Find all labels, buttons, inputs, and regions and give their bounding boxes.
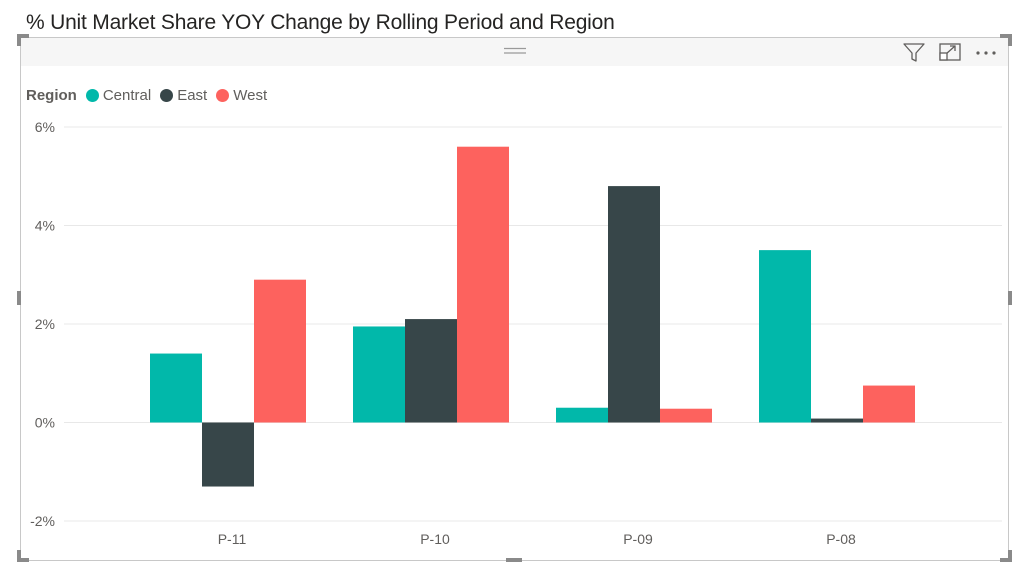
x-tick-label: P-11 <box>218 531 247 547</box>
chart-title: % Unit Market Share YOY Change by Rollin… <box>26 11 615 34</box>
bar-east-p-11[interactable] <box>202 422 254 487</box>
legend-swatch-east <box>160 88 174 102</box>
y-tick-label: 0% <box>35 415 55 431</box>
legend-label-east: East <box>177 86 208 104</box>
x-tick-label: P-09 <box>623 531 653 547</box>
resize-handle-left[interactable] <box>17 291 21 305</box>
x-tick-label: P-08 <box>826 531 856 547</box>
bar-central-p-09[interactable] <box>556 407 608 423</box>
y-tick-label: -2% <box>30 513 55 529</box>
filter-icon[interactable] <box>902 42 926 62</box>
bar-central-p-11[interactable] <box>150 353 202 423</box>
legend-label-central: Central <box>102 86 152 104</box>
bar-west-p-08[interactable] <box>863 385 915 423</box>
visual-header <box>21 38 1008 66</box>
x-tick-label: P-10 <box>420 531 450 547</box>
bar-east-p-08[interactable] <box>811 418 863 423</box>
legend-label-west: West <box>233 86 268 104</box>
resize-handle-top-left-vertical[interactable] <box>17 34 21 46</box>
resize-handle-bottom-left[interactable] <box>17 558 29 562</box>
bar-east-p-10[interactable] <box>405 319 457 423</box>
more-options-icon[interactable] <box>974 42 998 62</box>
bar-west-p-10[interactable] <box>457 146 509 423</box>
resize-handle-right[interactable] <box>1008 291 1012 305</box>
legend-swatch-central <box>85 88 99 102</box>
chart-legend: Region Central East West <box>26 85 276 105</box>
y-tick-label: 6% <box>35 119 55 135</box>
y-tick-label: 4% <box>35 218 55 234</box>
resize-handle-top-right-vertical[interactable] <box>1008 34 1012 46</box>
focus-mode-icon[interactable] <box>938 42 962 62</box>
legend-item-central[interactable]: Central <box>85 86 152 104</box>
legend-item-east[interactable]: East <box>160 87 207 104</box>
drag-grip-icon[interactable] <box>504 47 526 55</box>
bar-west-p-11[interactable] <box>254 279 306 423</box>
legend-swatch-west <box>216 88 230 102</box>
resize-handle-bottom-right-vertical[interactable] <box>1008 550 1012 562</box>
bar-east-p-09[interactable] <box>608 186 660 423</box>
bar-central-p-08[interactable] <box>759 250 811 423</box>
bar-central-p-10[interactable] <box>353 326 405 423</box>
legend-item-west[interactable]: West <box>216 87 267 104</box>
resize-handle-top-left[interactable] <box>17 34 29 38</box>
resize-handle-bottom-right[interactable] <box>1000 558 1012 562</box>
resize-handle-bottom-left-vertical[interactable] <box>17 550 21 562</box>
resize-handle-bottom[interactable] <box>506 558 522 562</box>
resize-handle-top-right[interactable] <box>1000 34 1012 38</box>
legend-title: Region <box>26 86 77 104</box>
y-tick-label: 2% <box>35 316 55 332</box>
bar-west-p-09[interactable] <box>660 408 712 423</box>
